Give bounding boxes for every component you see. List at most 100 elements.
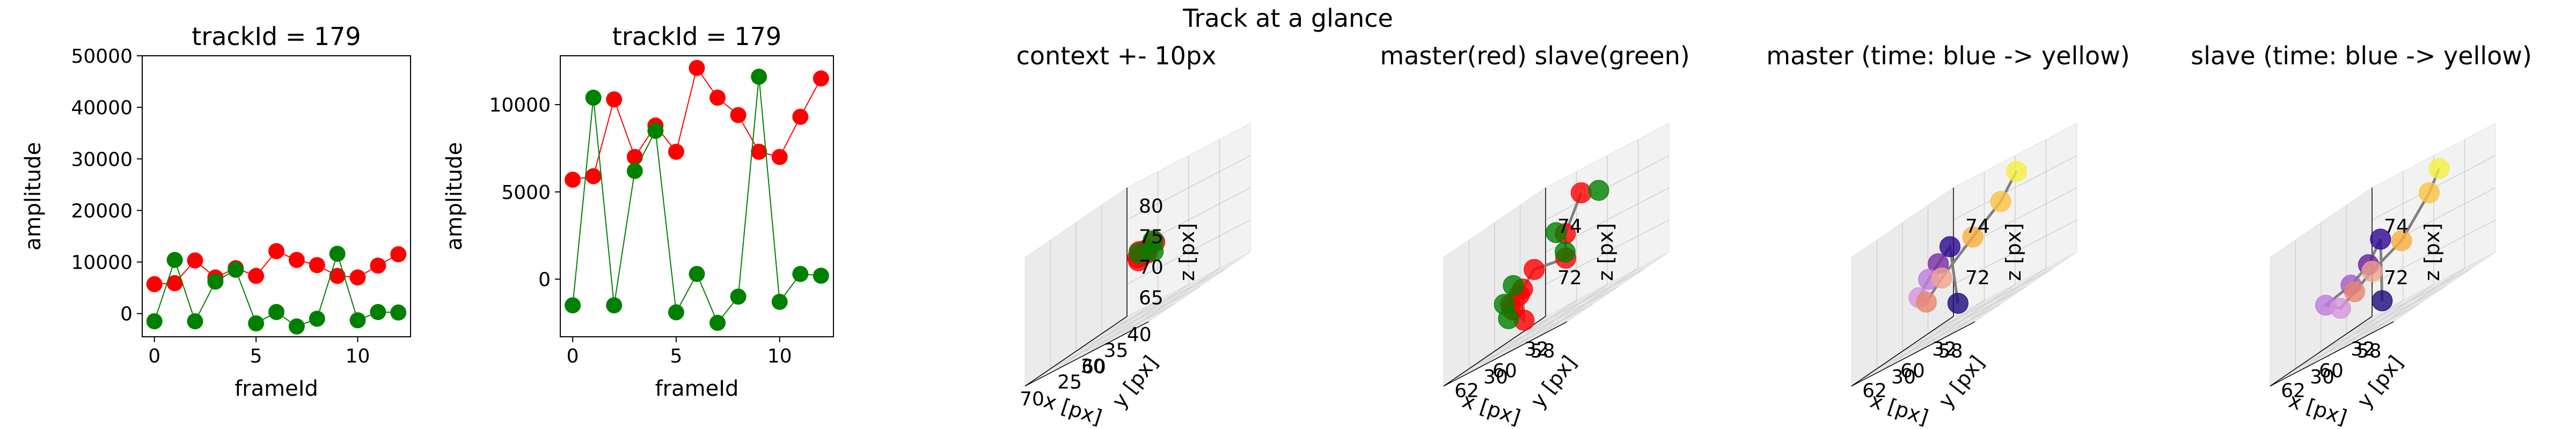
data-point bbox=[288, 318, 305, 335]
y-tick-label: 40000 bbox=[71, 97, 133, 119]
data-point bbox=[668, 144, 684, 160]
data-point bbox=[268, 304, 284, 320]
data-point bbox=[309, 257, 325, 273]
chart-title: context +- 10px bbox=[1016, 41, 1217, 70]
data-point bbox=[1494, 293, 1515, 315]
grid-line bbox=[1520, 269, 1644, 335]
z-tick-label: 72 bbox=[2384, 267, 2409, 289]
z-tick-label: 74 bbox=[2384, 216, 2409, 238]
y-tick-label: 50000 bbox=[71, 46, 133, 68]
x-tick-label: 0 bbox=[567, 345, 579, 367]
data-point bbox=[2330, 298, 2351, 319]
z-tick-label: 70 bbox=[1139, 257, 1163, 279]
y-tick-label: 30 bbox=[2310, 366, 2334, 388]
data-point bbox=[730, 289, 747, 305]
y-tick-label: 0 bbox=[120, 304, 133, 326]
y-axis-line bbox=[1024, 316, 1128, 387]
y-tick-label: 30 bbox=[1483, 366, 1508, 388]
y-tick-label: 0 bbox=[538, 269, 551, 291]
data-point bbox=[751, 69, 767, 85]
chart-title: master(red) slave(green) bbox=[1380, 41, 1689, 70]
data-point bbox=[792, 265, 809, 282]
grid-line bbox=[1953, 155, 2077, 220]
x-tick-label: 10 bbox=[767, 345, 792, 367]
x-tick-label: 5 bbox=[670, 345, 682, 367]
data-point bbox=[668, 304, 684, 321]
z-tick-label: 72 bbox=[1965, 267, 1990, 289]
x-axis-label: frameId bbox=[655, 376, 739, 401]
data-point bbox=[709, 90, 726, 106]
data-point bbox=[309, 310, 325, 327]
z-tick-label: 75 bbox=[1139, 226, 1163, 248]
y-tick-label: 5000 bbox=[501, 182, 551, 204]
data-point bbox=[1143, 241, 1164, 262]
data-point bbox=[751, 144, 767, 160]
data-point bbox=[2419, 182, 2440, 203]
x-tick-label: 10 bbox=[346, 345, 370, 367]
data-point bbox=[626, 162, 643, 179]
data-point bbox=[2361, 261, 2383, 282]
grid-line bbox=[2321, 286, 2445, 352]
grid-line bbox=[2346, 269, 2470, 335]
x-axis-line bbox=[1851, 321, 1975, 387]
data-point bbox=[565, 172, 581, 188]
x-tick-label: 60 bbox=[1081, 356, 1106, 378]
data-point bbox=[1990, 191, 2011, 212]
data-point bbox=[370, 257, 386, 274]
x-tick-label: 58 bbox=[2357, 340, 2382, 362]
x-tick-label: 58 bbox=[1531, 340, 1555, 362]
y-axis-label: amplitude bbox=[442, 142, 467, 250]
y-tick-label: 32 bbox=[1932, 338, 1957, 360]
grid-line bbox=[1075, 286, 1200, 352]
data-point bbox=[606, 91, 623, 108]
y-tick-label: 30 bbox=[1080, 356, 1105, 378]
data-point bbox=[2428, 158, 2450, 179]
data-point bbox=[268, 243, 284, 260]
y-tick-label: 35 bbox=[1104, 339, 1129, 361]
grid-line bbox=[2301, 300, 2403, 371]
data-point bbox=[1915, 292, 1937, 313]
y-tick-label: 32 bbox=[2351, 338, 2375, 360]
data-point bbox=[349, 312, 366, 329]
data-point bbox=[771, 149, 788, 165]
z-axis-label: z [px] bbox=[1175, 223, 1199, 281]
x-axis-label: x [px] bbox=[2286, 389, 2350, 429]
y-tick-label: 30 bbox=[1891, 366, 1916, 388]
data-point bbox=[1931, 267, 1952, 289]
data-point bbox=[329, 268, 346, 284]
z-tick-label: 74 bbox=[1965, 216, 1990, 238]
data-point bbox=[329, 246, 346, 262]
x-axis-line bbox=[1443, 321, 1568, 387]
x-tick-label: 62 bbox=[1862, 380, 1887, 402]
grid-line bbox=[1474, 300, 1577, 371]
line-panel-1: trackId = 179 0 5 10 0 10000 20000 30000 40000 50… bbox=[21, 22, 411, 401]
y-tick-label: 10000 bbox=[71, 252, 133, 274]
x-axis-label: x [px] bbox=[1868, 389, 1931, 429]
x-tick-label: 0 bbox=[148, 345, 160, 367]
data-point bbox=[390, 304, 407, 321]
x-tick-label: 60 bbox=[1900, 360, 1925, 382]
z-tick-label: 80 bbox=[1139, 195, 1163, 217]
data-point bbox=[689, 265, 705, 282]
data-point bbox=[2344, 281, 2365, 302]
z-tick-label: 74 bbox=[1557, 216, 1582, 238]
data-point bbox=[207, 273, 224, 290]
data-point bbox=[370, 304, 386, 320]
grid-line bbox=[1494, 286, 1619, 352]
data-point bbox=[585, 90, 602, 106]
data-point bbox=[166, 252, 183, 268]
grid-line bbox=[1101, 269, 1225, 335]
x-tick-label: 60 bbox=[1492, 360, 1517, 382]
x-tick-label: 58 bbox=[1938, 340, 1963, 362]
x-tick-label: 70 bbox=[1020, 388, 1044, 410]
data-point bbox=[146, 313, 163, 330]
data-point bbox=[146, 276, 163, 292]
data-point bbox=[1503, 275, 1524, 296]
data-point bbox=[2006, 161, 2027, 182]
data-point bbox=[187, 252, 203, 269]
x-axis-label: frameId bbox=[235, 376, 318, 401]
z-axis-label: z [px] bbox=[1594, 223, 1618, 281]
data-point bbox=[792, 108, 809, 125]
